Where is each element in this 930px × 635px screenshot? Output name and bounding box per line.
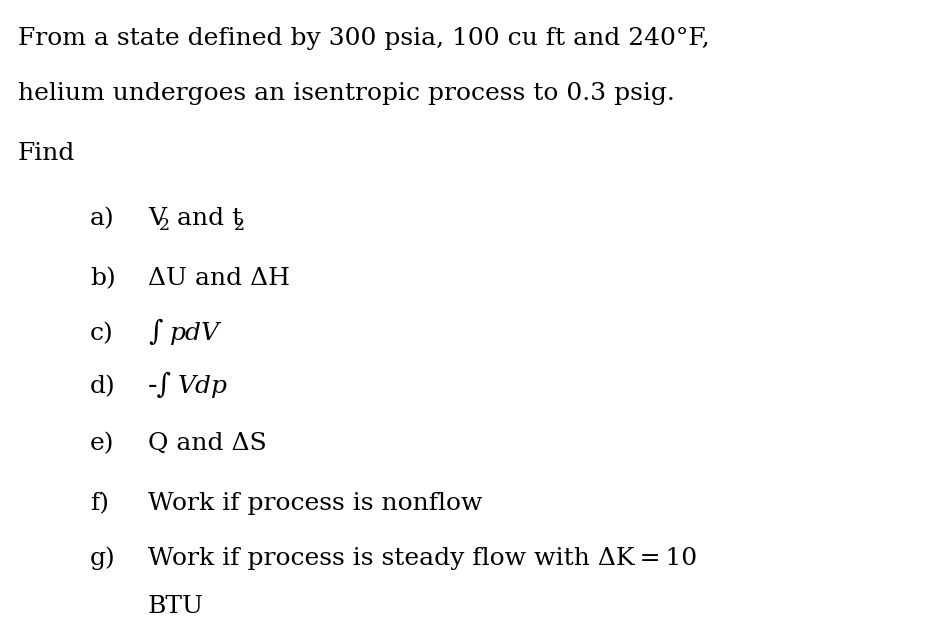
Text: -∫: -∫ <box>148 372 172 399</box>
Text: d): d) <box>90 375 115 398</box>
Text: From a state defined by 300 psia, 100 cu ft and 240°F,: From a state defined by 300 psia, 100 cu… <box>18 27 710 50</box>
Text: 2: 2 <box>233 217 245 234</box>
Text: b): b) <box>90 267 115 290</box>
Text: ΔU and ΔH: ΔU and ΔH <box>148 267 290 290</box>
Text: helium undergoes an isentropic process to 0.3 psig.: helium undergoes an isentropic process t… <box>18 82 675 105</box>
Text: a): a) <box>90 207 114 230</box>
Text: f): f) <box>90 492 109 515</box>
Text: Vdp: Vdp <box>178 375 228 398</box>
Text: V: V <box>148 207 166 230</box>
Text: BTU: BTU <box>148 595 204 618</box>
Text: Find: Find <box>18 142 75 165</box>
Text: 2: 2 <box>159 217 170 234</box>
Text: e): e) <box>90 432 114 455</box>
Text: c): c) <box>90 322 113 345</box>
Text: ∫: ∫ <box>148 319 163 346</box>
Text: Work if process is nonflow: Work if process is nonflow <box>148 492 483 515</box>
Text: and t: and t <box>169 207 242 230</box>
Text: Work if process is steady flow with ΔK = 10: Work if process is steady flow with ΔK =… <box>148 547 698 570</box>
Text: Q and ΔS: Q and ΔS <box>148 432 267 455</box>
Text: pdV: pdV <box>170 322 220 345</box>
Text: g): g) <box>90 547 115 570</box>
